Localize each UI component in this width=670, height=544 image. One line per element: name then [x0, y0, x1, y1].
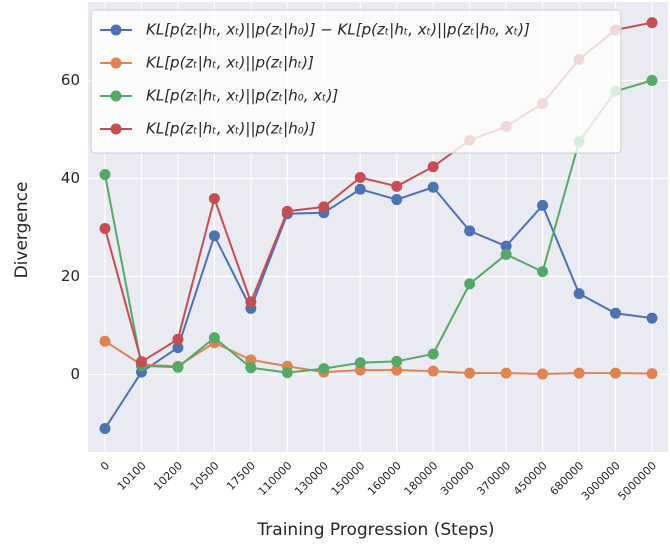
data-point — [500, 240, 512, 252]
data-point — [573, 367, 585, 379]
legend-marker — [110, 123, 122, 135]
data-point — [500, 367, 512, 379]
data-point — [610, 367, 622, 379]
series-line — [104, 79, 653, 374]
data-point — [245, 354, 257, 366]
data-point — [354, 171, 366, 183]
data-point — [354, 357, 366, 369]
data-point — [281, 367, 293, 379]
data-point — [646, 17, 658, 29]
data-point — [245, 362, 257, 374]
data-point — [99, 169, 111, 181]
data-point — [646, 368, 658, 380]
legend-marker — [110, 90, 122, 102]
series-line — [104, 186, 653, 430]
data-point — [391, 355, 403, 367]
legend-marker — [110, 57, 122, 69]
data-point — [646, 312, 658, 324]
data-point — [537, 368, 549, 380]
data-point — [208, 193, 220, 205]
x-tick-label: 300000 — [438, 459, 477, 498]
data-point — [135, 356, 147, 368]
data-point — [208, 230, 220, 242]
x-tick-label: 17500 — [224, 459, 258, 493]
data-point — [646, 74, 658, 86]
legend-box — [90, 9, 622, 154]
x-tick-label: 3000000 — [579, 459, 623, 503]
x-tick-label: 0 — [98, 459, 112, 473]
data-point — [318, 363, 330, 375]
series-line — [104, 340, 653, 376]
x-tick-label: 10200 — [151, 459, 185, 493]
x-tick-label: 110000 — [256, 459, 295, 498]
data-point — [537, 199, 549, 211]
x-tick-label: 10500 — [188, 459, 222, 493]
data-point — [99, 222, 111, 234]
data-point — [318, 201, 330, 213]
data-point — [573, 288, 585, 300]
x-axis-label: Training Progression (Steps) — [256, 520, 494, 540]
data-point — [172, 342, 184, 354]
x-tick-label: 450000 — [511, 459, 550, 498]
data-point — [464, 225, 476, 237]
x-tick-label: 150000 — [329, 459, 368, 498]
data-point — [172, 333, 184, 345]
x-tick-label: 180000 — [402, 459, 441, 498]
data-point — [427, 348, 439, 360]
data-point — [427, 181, 439, 193]
data-point — [464, 278, 476, 290]
x-tick-label: 370000 — [474, 459, 513, 498]
data-point — [537, 266, 549, 278]
data-point — [464, 367, 476, 379]
x-tick-label: 10100 — [115, 459, 149, 493]
y-tick-label: 40 — [61, 169, 80, 187]
data-point — [245, 296, 257, 308]
data-point — [208, 332, 220, 344]
data-point — [99, 422, 111, 434]
data-point — [427, 161, 439, 173]
y-tick-label: 20 — [61, 267, 80, 285]
legend-label: KL[p(zₜ|hₜ, xₜ)||p(zₜ|hₜ)] — [146, 54, 314, 72]
legend-label: KL[p(zₜ|hₜ, xₜ)||p(zₜ|h₀, xₜ)] — [146, 87, 338, 105]
data-point — [500, 248, 512, 260]
data-point — [391, 180, 403, 192]
y-tick-label: 0 — [70, 365, 80, 383]
data-point — [354, 183, 366, 195]
x-tick-label: 5000000 — [615, 459, 659, 503]
legend-label: KL[p(zₜ|hₜ, xₜ)||p(zₜ|h₀)] − KL[p(zₜ|hₜ,… — [146, 21, 530, 39]
y-tick-label: 60 — [61, 71, 80, 89]
legend-marker — [110, 24, 122, 36]
data-point — [391, 364, 403, 376]
data-point — [281, 205, 293, 217]
legend-label: KL[p(zₜ|hₜ, xₜ)||p(zₜ|h₀)] — [146, 120, 316, 138]
data-point — [391, 194, 403, 206]
data-point — [99, 335, 111, 347]
y-axis-label: Divergence — [12, 182, 32, 279]
x-tick-label: 130000 — [292, 459, 331, 498]
data-point — [610, 307, 622, 319]
data-point — [427, 365, 439, 377]
data-point — [172, 361, 184, 373]
x-tick-label: 160000 — [365, 459, 404, 498]
